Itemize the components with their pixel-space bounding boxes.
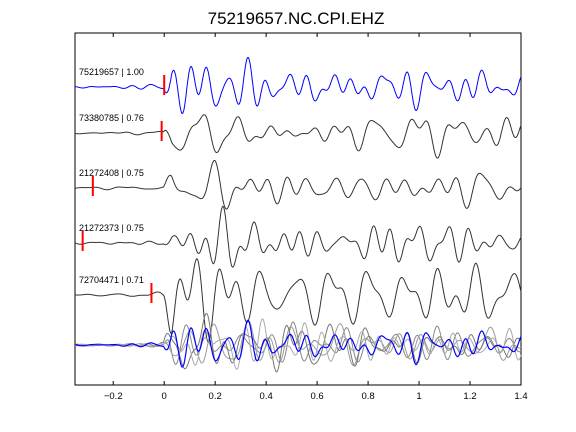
x-tick-label: 1 <box>416 391 421 402</box>
chart-title: 75219657.NC.CPI.EHZ <box>208 9 385 28</box>
trace-73380785: 73380785 | 0.76 <box>74 113 522 159</box>
trace-label: 21272373 | 0.75 <box>79 223 144 233</box>
x-tick-label: 0 <box>162 391 167 402</box>
trace-label: 72704471 | 0.71 <box>79 275 144 285</box>
stack-overlay-line <box>75 320 522 366</box>
x-tick-label: 0.4 <box>260 391 273 402</box>
trace-label: 21272408 | 0.75 <box>79 168 144 178</box>
trace-21272408: 21272408 | 0.75 <box>74 159 522 210</box>
trace-line <box>74 114 522 159</box>
trace-label: 75219657 | 1.00 <box>79 67 144 77</box>
trace-line <box>74 258 522 343</box>
x-tick-label: 0.2 <box>209 391 222 402</box>
trace-line <box>74 159 522 210</box>
x-tick-label: 0.8 <box>361 391 374 402</box>
trace-line <box>74 205 522 268</box>
trace-group: 75219657 | 1.00 73380785 | 0.76 21272408 |… <box>74 57 522 343</box>
trace-75219657: 75219657 | 1.00 <box>74 57 522 114</box>
stacked-waveforms <box>74 312 522 373</box>
trace-line <box>74 57 522 114</box>
x-tick-label: 1.2 <box>463 391 476 402</box>
x-tick-label: 1.4 <box>514 391 527 402</box>
stack-reference-line <box>74 319 522 368</box>
x-tick-label: −0.2 <box>104 391 123 402</box>
x-tick-label: 0.6 <box>311 391 324 402</box>
trace-72704471: 72704471 | 0.71 <box>74 258 522 343</box>
trace-label: 73380785 | 0.76 <box>79 113 144 123</box>
x-axis: −0.2 0 0.2 0.4 0.6 0.8 1 1.2 1.4 <box>104 33 528 402</box>
trace-21272373: 21272373 | 0.75 <box>74 205 522 268</box>
plot-frame <box>74 32 522 386</box>
